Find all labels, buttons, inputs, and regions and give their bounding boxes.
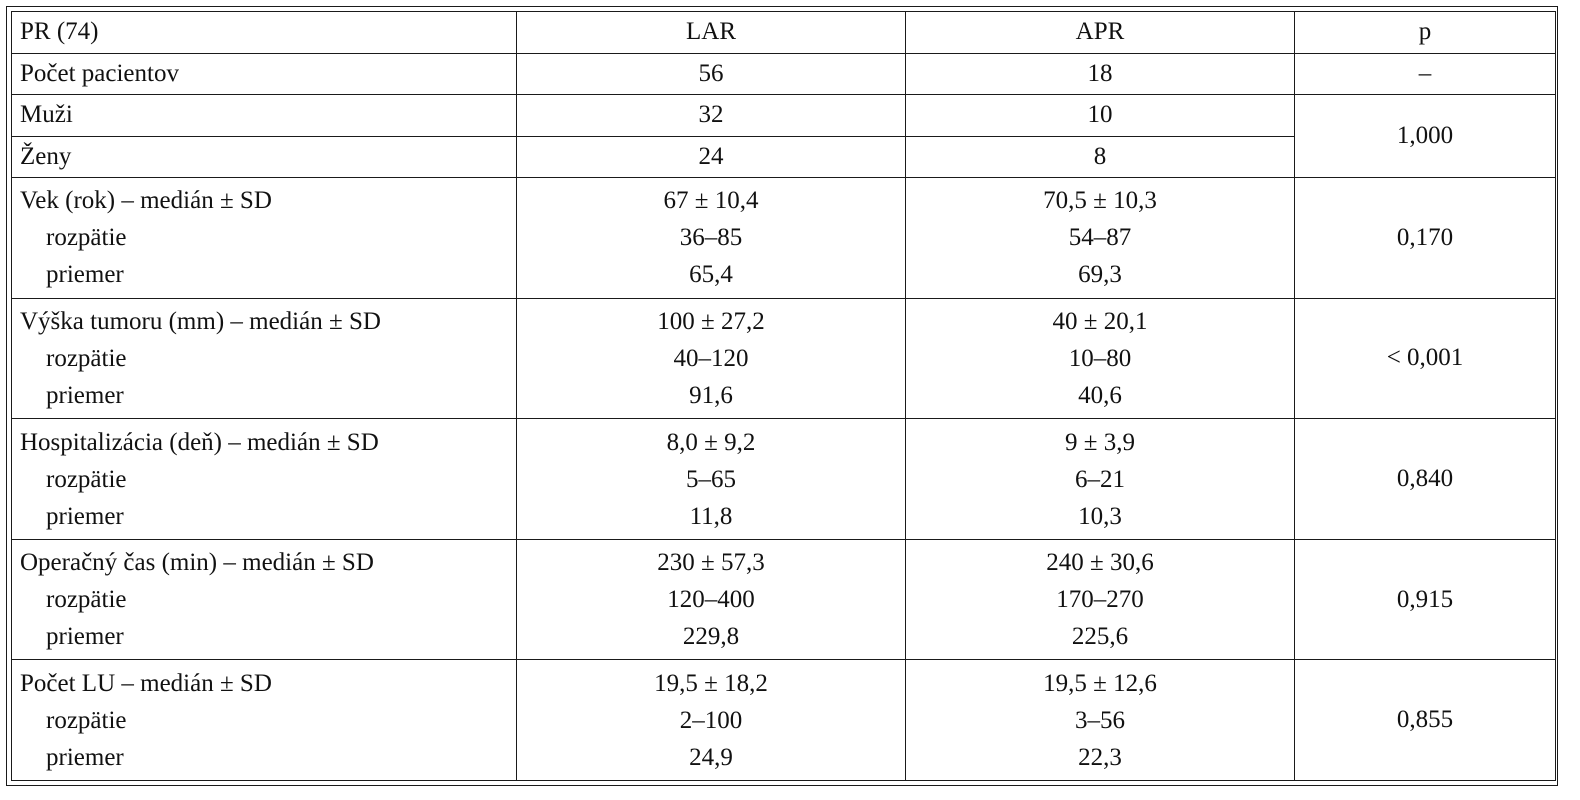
row-label: Operačný čas (min) – medián ± SD (20, 549, 374, 577)
value: 120–400 (667, 586, 755, 614)
value: 100 ± 27,2 (657, 307, 765, 335)
statistics-table: PR (74) LAR APR p Počet pacientov 56 18 … (11, 11, 1556, 781)
cell-apr: 8 (905, 135, 1295, 179)
cell-lar: 100 ± 27,2 40–120 91,6 (516, 297, 906, 420)
value: 91,6 (689, 381, 733, 409)
sub-label: rozpätie (46, 224, 127, 252)
row-label-cell: Počet LU – medián ± SD rozpätie priemer (11, 659, 517, 781)
cell-apr: 70,5 ± 10,3 54–87 69,3 (905, 177, 1295, 299)
value: 24,9 (689, 743, 733, 771)
value: 70,5 ± 10,3 (1043, 187, 1157, 215)
cell-lar: 24 (516, 135, 906, 179)
value: 5–65 (686, 465, 736, 493)
cell-p: 0,840 (1294, 418, 1556, 540)
value: 6–21 (1075, 465, 1125, 493)
cell-apr: 9 ± 3,9 6–21 10,3 (905, 418, 1295, 540)
row-label-cell: Vek (rok) – medián ± SD rozpätie priemer (11, 177, 517, 299)
value: 19,5 ± 18,2 (654, 669, 768, 697)
value: 8,0 ± 9,2 (666, 428, 756, 456)
sub-label: priemer (46, 743, 124, 771)
value: 40 ± 20,1 (1052, 307, 1148, 335)
value: 225,6 (1071, 623, 1129, 651)
value: 40–120 (673, 344, 749, 372)
table-row: Vek (rok) – medián ± SD rozpätie priemer… (11, 177, 1556, 299)
cell-p: 0,170 (1294, 177, 1556, 299)
row-label: Počet pacientov (11, 52, 517, 96)
value: 22,3 (1078, 743, 1122, 771)
value: 54–87 (1068, 224, 1132, 252)
table-row: Výška tumoru (mm) – medián ± SD rozpätie… (11, 297, 1556, 420)
row-label-cell: Operačný čas (min) – medián ± SD rozpäti… (11, 538, 517, 661)
value: 229,8 (682, 623, 740, 651)
sub-label: priemer (46, 502, 124, 530)
sub-label: rozpätie (46, 465, 127, 493)
sub-label: priemer (46, 261, 124, 289)
value: 10–80 (1068, 344, 1132, 372)
value: 2–100 (679, 706, 743, 734)
value: 240 ± 30,6 (1046, 549, 1154, 577)
row-label-cell: Výška tumoru (mm) – medián ± SD rozpätie… (11, 297, 517, 420)
sub-label: priemer (46, 623, 124, 651)
header-group: PR (74) (11, 11, 517, 54)
value: 230 ± 57,3 (657, 549, 765, 577)
cell-apr: 19,5 ± 12,6 3–56 22,3 (905, 659, 1295, 781)
header-lar: LAR (516, 11, 906, 54)
cell-p: 0,855 (1294, 659, 1556, 781)
cell-p: 1,000 (1294, 94, 1556, 179)
sub-label: rozpätie (46, 586, 127, 614)
value: 9 ± 3,9 (1065, 428, 1135, 456)
cell-lar: 19,5 ± 18,2 2–100 24,9 (516, 659, 906, 781)
table-row: Muži 32 10 1,000 (11, 94, 1556, 179)
cell-apr: 10 (905, 94, 1295, 137)
cell-apr: 40 ± 20,1 10–80 40,6 (905, 297, 1295, 420)
value: 11,8 (689, 502, 733, 530)
cell-lar: 67 ± 10,4 36–85 65,4 (516, 177, 906, 299)
value: 65,4 (689, 261, 733, 289)
value: 40,6 (1078, 381, 1122, 409)
value: 67 ± 10,4 (663, 187, 759, 215)
cell-p: – (1294, 52, 1556, 96)
table-row: Počet LU – medián ± SD rozpätie priemer … (11, 659, 1556, 781)
header-apr: APR (905, 11, 1295, 54)
value: 10,3 (1078, 502, 1122, 530)
value: 19,5 ± 12,6 (1043, 669, 1157, 697)
cell-lar: 230 ± 57,3 120–400 229,8 (516, 538, 906, 661)
row-label: Ženy (11, 135, 517, 179)
row-label: Počet LU – medián ± SD (20, 669, 272, 697)
cell-lar: 32 (516, 94, 906, 137)
header-row: PR (74) LAR APR p (11, 11, 1556, 54)
value: 36–85 (679, 224, 743, 252)
row-label: Vek (rok) – medián ± SD (20, 187, 272, 215)
table-row: Operačný čas (min) – medián ± SD rozpäti… (11, 538, 1556, 661)
row-label: Hospitalizácia (deň) – medián ± SD (20, 428, 379, 456)
table-frame: PR (74) LAR APR p Počet pacientov 56 18 … (6, 6, 1558, 786)
row-label: Muži (11, 94, 517, 137)
header-p: p (1294, 11, 1556, 54)
table-row: Ženy 24 8 (11, 135, 1556, 179)
sub-label: priemer (46, 381, 124, 409)
cell-lar: 56 (516, 52, 906, 96)
cell-apr: 18 (905, 52, 1295, 96)
value: 3–56 (1075, 706, 1125, 734)
cell-lar: 8,0 ± 9,2 5–65 11,8 (516, 418, 906, 540)
sub-label: rozpätie (46, 706, 127, 734)
row-label: Výška tumoru (mm) – medián ± SD (20, 307, 381, 335)
row-label-cell: Hospitalizácia (deň) – medián ± SD rozpä… (11, 418, 517, 540)
table-row: Hospitalizácia (deň) – medián ± SD rozpä… (11, 418, 1556, 540)
table-row: Počet pacientov 56 18 – (11, 52, 1556, 96)
value: 170–270 (1056, 586, 1144, 614)
sub-label: rozpätie (46, 344, 127, 372)
cell-apr: 240 ± 30,6 170–270 225,6 (905, 538, 1295, 661)
cell-p: 0,915 (1294, 538, 1556, 661)
value: 69,3 (1078, 261, 1122, 289)
cell-p: < 0,001 (1294, 297, 1556, 420)
